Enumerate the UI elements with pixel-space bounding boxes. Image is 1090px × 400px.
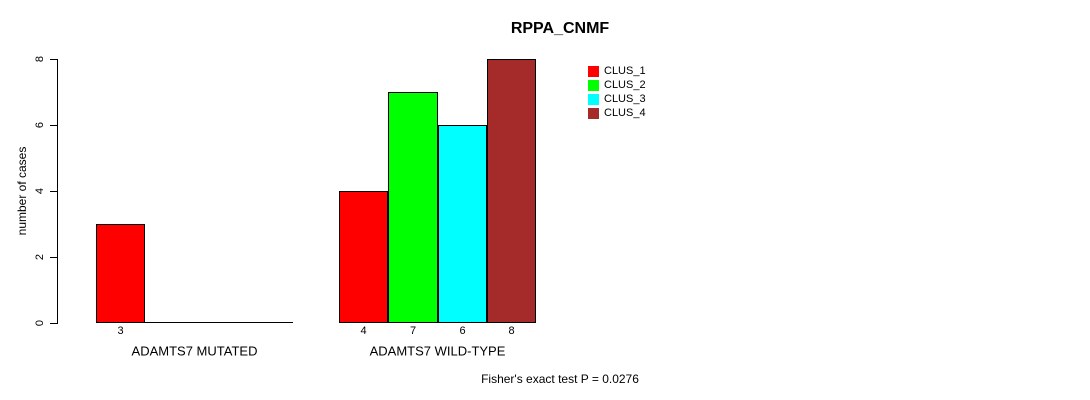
y-tick-label: 4: [34, 187, 46, 195]
legend-swatch: [588, 94, 599, 105]
legend-item: CLUS_1: [588, 66, 646, 77]
group-baseline: [96, 322, 293, 323]
bar-clus_3: [438, 125, 487, 323]
bar-clus_4: [487, 59, 536, 323]
y-tick: [50, 257, 57, 258]
bar-value-label: 3: [117, 325, 124, 337]
legend-label: CLUS_4: [604, 107, 646, 119]
fisher-test-annotation: Fisher's exact test P = 0.0276: [481, 372, 639, 386]
legend-item: CLUS_3: [588, 94, 646, 105]
legend-swatch: [588, 108, 599, 119]
y-tick-label: 8: [34, 55, 46, 63]
chart-title: RPPA_CNMF: [510, 20, 610, 37]
y-tick: [50, 59, 57, 60]
legend-item: CLUS_2: [588, 80, 646, 91]
legend-swatch: [588, 80, 599, 91]
bar-clus_2: [388, 92, 438, 323]
y-tick: [50, 191, 57, 192]
bar-clus_1: [339, 191, 388, 323]
y-tick-label: 0: [34, 319, 46, 327]
legend-label: CLUS_2: [604, 79, 646, 91]
legend: CLUS_1 CLUS_2 CLUS_3 CLUS_4: [588, 66, 646, 119]
y-tick: [50, 125, 57, 126]
y-axis-label: number of cases: [15, 146, 29, 236]
y-tick: [50, 323, 57, 324]
legend-item: CLUS_4: [588, 108, 646, 119]
group-label: ADAMTS7 WILD-TYPE: [369, 343, 506, 359]
group-label: ADAMTS7 MUTATED: [131, 343, 258, 359]
bar-value-label: 7: [409, 325, 417, 337]
bar-value-label: 4: [360, 325, 367, 337]
legend-swatch: [588, 66, 599, 77]
legend-label: CLUS_3: [604, 93, 646, 105]
y-tick-label: 2: [34, 253, 46, 261]
y-axis-line: [57, 59, 58, 324]
bar-value-label: 8: [508, 325, 515, 337]
bar-clus_1: [96, 224, 145, 323]
legend-label: CLUS_1: [604, 65, 646, 77]
bar-value-label: 6: [459, 325, 466, 337]
y-tick-label: 6: [34, 121, 46, 129]
